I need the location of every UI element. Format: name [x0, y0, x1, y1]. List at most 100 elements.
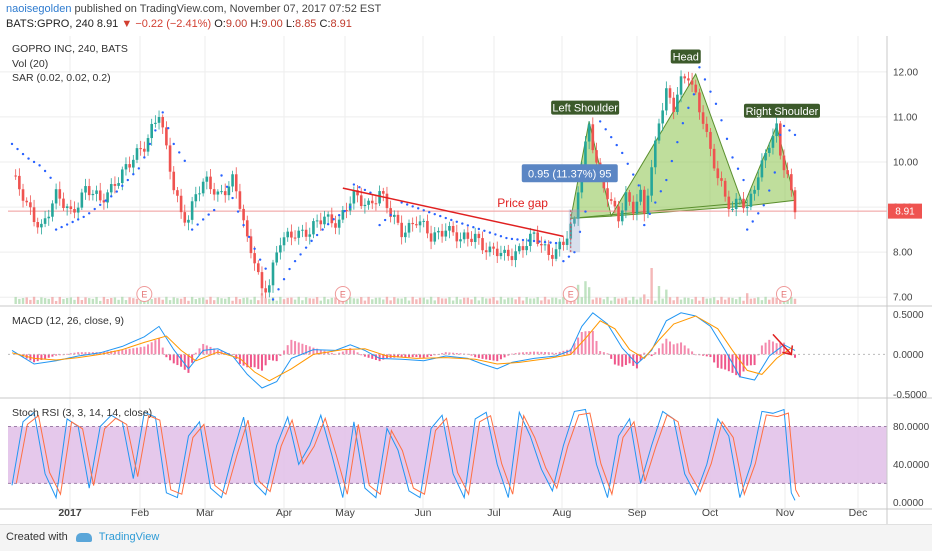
earnings-marker-icon[interactable] [775, 286, 792, 302]
candle-body [565, 238, 569, 245]
macd-histogram-bar [488, 354, 491, 360]
price-axis[interactable]: 7.008.009.0010.0011.0012.000.50000.0000-… [893, 67, 930, 509]
candle-body [47, 216, 51, 219]
macd-histogram-bar [584, 331, 587, 355]
volume-bar [429, 296, 433, 304]
candle-body [198, 193, 201, 195]
earnings-marker-icon[interactable] [136, 286, 153, 302]
volume-bar [282, 299, 286, 304]
volume-bar [73, 299, 76, 304]
macd-histogram-bar [231, 354, 234, 355]
candle-body [477, 233, 481, 239]
candle-body [21, 189, 25, 201]
macd-histogram-bar [602, 352, 605, 355]
sar-dot [352, 183, 356, 186]
time-tick-label: Sep [628, 507, 647, 519]
macd-histogram-bar [66, 353, 69, 355]
macd-histogram-bar [485, 354, 488, 360]
candle-body [712, 148, 716, 169]
macd-histogram-bar [735, 354, 738, 376]
neckline [570, 202, 748, 219]
candle-body [146, 138, 150, 152]
volume-bar [135, 298, 139, 304]
candle-body [433, 232, 437, 242]
publisher-header: naoisegolden published on TradingView.co… [0, 0, 932, 36]
volume-bar [536, 297, 539, 304]
created-with: Created with TradingView [6, 531, 159, 543]
macd-histogram-bar [356, 352, 359, 355]
volume-bar [187, 300, 190, 304]
candle-body [705, 123, 709, 132]
macd-histogram-bar [294, 341, 297, 355]
right-shoulder-shape [742, 124, 796, 207]
candle-body [65, 206, 69, 209]
macd-histogram-bar [415, 354, 418, 358]
macd-histogram-bar [588, 331, 591, 355]
publisher-user-link[interactable]: naoisegolden [6, 3, 72, 15]
macd-histogram-bar [547, 352, 550, 355]
sar-dot [773, 171, 776, 174]
macd-histogram-bar [367, 354, 370, 358]
candle-body [51, 203, 54, 217]
candle-body [462, 232, 466, 240]
sar-dot [43, 169, 47, 173]
volume-bar [459, 299, 462, 304]
volume-bar [18, 298, 21, 304]
macd-histogram-bar [209, 346, 212, 355]
time-axis[interactable]: 2017 Feb Mar Apr May Jun Jul Aug Sep Oct Nov Dec [58, 507, 867, 519]
macd-histogram-bar [150, 342, 153, 355]
time-tick-label: Oct [702, 507, 718, 519]
earnings-marker-icon[interactable] [334, 286, 351, 302]
volume-bar [712, 297, 716, 304]
tradingview-brand-link[interactable]: TradingView [98, 531, 160, 543]
time-tick-label: 2017 [58, 507, 82, 519]
candle-body [29, 202, 32, 208]
volume-bar [404, 297, 407, 304]
macd-tick-label: 0.5000 [893, 310, 924, 321]
candle-body [238, 191, 242, 209]
measure-tool[interactable]: 0.95 (11.37%) 95 [521, 164, 618, 253]
candle-body [345, 210, 348, 212]
candle-body [165, 127, 168, 146]
chart-canvas[interactable]: 0.95 (11.37%) 95 Left Shoulder Head Righ… [0, 36, 932, 524]
volume-bar [492, 297, 495, 304]
sar-dot [348, 205, 352, 209]
volume-bar [532, 298, 536, 304]
macd-histogram-bar [525, 352, 528, 355]
candle-body [389, 208, 392, 217]
sar-dot [720, 119, 723, 122]
candle-body [135, 148, 139, 160]
macd-histogram-bar [176, 354, 179, 366]
macd-histogram-bar [180, 354, 183, 367]
macd-histogram-bar [753, 354, 756, 366]
volume-bar [709, 298, 712, 304]
earnings-marker-icon[interactable] [562, 286, 579, 302]
volume-bar [65, 297, 69, 304]
macd-histogram-bar [202, 343, 205, 355]
sar-dot [104, 199, 107, 202]
down-arrow-icon: ▼ [121, 18, 133, 30]
volume-bar [632, 296, 635, 304]
sar-dot [472, 226, 475, 229]
volume-bar [124, 300, 128, 304]
candle-body [220, 191, 223, 193]
candle-body [293, 237, 297, 239]
candle-body [25, 200, 29, 203]
candle-body [407, 222, 411, 233]
volume-legend: Vol (20) [12, 58, 48, 70]
sar-dot [654, 201, 657, 204]
sar-dot [148, 142, 152, 146]
candle-body [73, 209, 76, 213]
candle-body [698, 92, 701, 113]
macd-histogram-bar [55, 354, 58, 356]
candle-body [363, 204, 367, 207]
volume-bar [764, 296, 767, 304]
candle-body [576, 192, 580, 219]
macd-histogram-bar [727, 354, 730, 372]
symbol-name[interactable]: BATS:GPRO, 240 [6, 18, 94, 30]
macd-arrowhead-icon [782, 345, 794, 356]
candle-body [749, 193, 753, 207]
candle-body [492, 246, 495, 249]
candle-body [76, 207, 80, 213]
volume-bar [529, 298, 532, 304]
